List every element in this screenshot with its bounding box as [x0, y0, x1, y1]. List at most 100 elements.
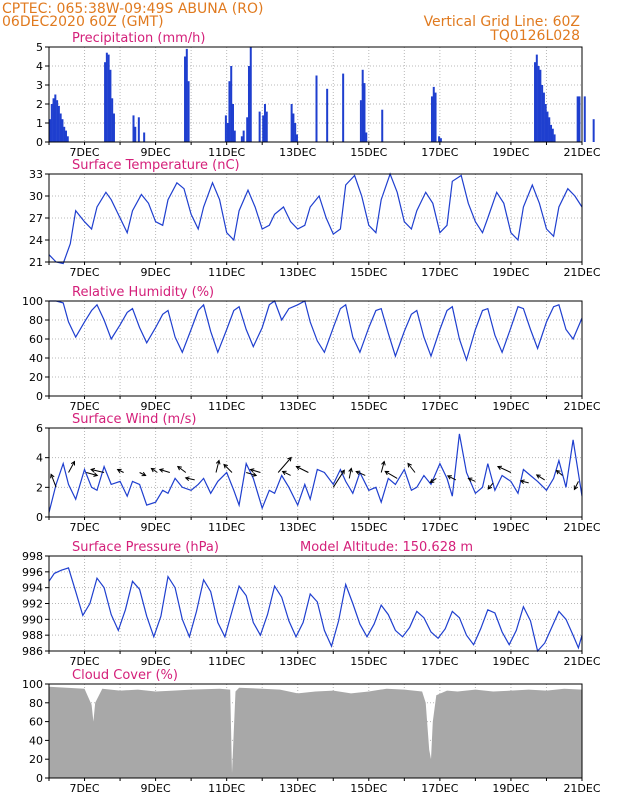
wind-arrow-shaft: [430, 478, 437, 483]
precip-bar: [294, 123, 297, 142]
wind-arrow-shaft: [177, 466, 187, 473]
wind-arrow-shaft: [536, 474, 545, 481]
y-tick-label: 100: [22, 295, 43, 308]
precip-bar: [290, 104, 293, 142]
wind-arrow-head: [429, 478, 435, 483]
precipitation-data: [49, 47, 595, 143]
wind-arrow-shaft: [246, 472, 257, 476]
temperature-data: [48, 172, 583, 265]
y-tick-label: 24: [29, 234, 43, 247]
x-tick-label: 15DEC: [350, 266, 387, 279]
wind-arrow-shaft: [90, 469, 105, 473]
wind-arrow-shaft: [380, 461, 385, 473]
wind-arrow: [116, 468, 124, 474]
wind-arrow-head: [281, 470, 287, 476]
pressure-y-axis: 986 988 990 992 994 996 998: [22, 550, 49, 658]
precip-bar: [231, 104, 234, 142]
wind-arrow-shaft: [332, 470, 345, 488]
y-tick-label: 992: [22, 598, 43, 611]
x-tick-label: 7DEC: [69, 146, 99, 159]
y-tick-label: 5: [36, 41, 43, 54]
x-tick-label: 7DEC: [69, 782, 99, 795]
wind-arrow: [215, 459, 221, 473]
precip-bar: [184, 56, 187, 142]
wind-arrow-head: [93, 472, 99, 477]
precip-bar: [363, 83, 366, 142]
y-tick-label: 0: [36, 772, 43, 785]
wind-arrow: [139, 471, 147, 477]
y-tick-label: 40: [29, 352, 43, 365]
wind-arrow-shaft: [407, 463, 416, 473]
wind-arrow: [535, 474, 545, 481]
wind-arrow-shaft: [296, 466, 309, 473]
header-grid-line: Vertical Grid Line: 60Z: [424, 14, 580, 30]
panel-temperature: 21 24 27 30 33 7DEC 9DEC 11DEC 13DEC 15DEC 17DEC 19…: [29, 158, 601, 279]
wind-arrow: [68, 460, 75, 473]
wind-arrow: [184, 476, 195, 481]
x-tick-label: 7DEC: [69, 400, 99, 413]
wind-arrow-head: [555, 469, 561, 475]
x-tick-label: 19DEC: [492, 782, 529, 795]
precip-bar: [63, 126, 66, 142]
y-tick-label: 1: [36, 117, 43, 130]
precip-bar: [535, 54, 538, 142]
precip-bar: [258, 111, 261, 142]
wind-arrow: [380, 460, 386, 473]
x-tick-label: 11DEC: [208, 266, 245, 279]
wind-arrow-head: [141, 471, 147, 477]
precip-bar: [542, 92, 545, 142]
wind-arrow: [407, 462, 416, 473]
wind-arrow-head: [519, 479, 525, 484]
wind-arrow-head: [287, 456, 292, 462]
y-tick-label: 3: [36, 79, 43, 92]
wind-arrow: [332, 469, 345, 488]
precip-bar: [359, 100, 362, 142]
x-tick-label: 13DEC: [279, 521, 316, 534]
humidity-title: Relative Humidity (%): [72, 285, 214, 300]
y-tick-label: 20: [29, 753, 43, 766]
wind-arrow-shaft: [159, 469, 170, 473]
wind-arrow: [246, 472, 258, 477]
wind-arrow: [86, 472, 99, 477]
x-tick-label: 13DEC: [279, 400, 316, 413]
x-tick-label: 7DEC: [69, 521, 99, 534]
cloud-frame: [48, 683, 583, 779]
x-tick-label: 21DEC: [563, 655, 600, 668]
panel-precipitation: 0 1 2 3 4 5 7DEC 9DEC 11DEC 13DEC 15DEC 17DEC 19DEC 2…: [36, 31, 601, 159]
precip-bar: [107, 54, 110, 142]
wind-arrow-head: [573, 485, 578, 491]
precip-bar: [57, 105, 60, 142]
wind-arrow: [281, 470, 291, 476]
cloud-title: Cloud Cover (%): [72, 668, 178, 683]
precip-bar: [544, 104, 547, 142]
precip-bar: [295, 134, 298, 142]
y-tick-label: 988: [22, 629, 43, 642]
temperature-series-line: [48, 172, 583, 265]
temperature-grid: [49, 174, 582, 262]
wind-arrow-head: [348, 467, 353, 473]
x-tick-label: 13DEC: [279, 655, 316, 668]
temperature-title: Surface Temperature (nC): [72, 158, 240, 173]
precip-bar: [361, 69, 364, 142]
x-tick-label: 13DEC: [279, 266, 316, 279]
wind-arrow-shaft: [50, 474, 57, 488]
wind-arrow-head: [150, 467, 156, 473]
wind-arrow-head: [215, 459, 221, 465]
wind-arrow: [555, 469, 563, 476]
precip-bar: [104, 62, 107, 143]
wind-arrow-shaft: [86, 472, 98, 476]
y-tick-label: 0: [36, 136, 43, 149]
y-tick-label: 21: [29, 256, 43, 269]
y-tick-label: 100: [22, 678, 43, 691]
precip-bar: [49, 119, 51, 142]
wind-grid: [49, 428, 582, 517]
precip-bar: [112, 113, 115, 142]
wind-arrow: [573, 481, 579, 491]
precip-bar: [66, 136, 69, 142]
precipitation-frame: [48, 46, 583, 143]
wind-arrow-shaft: [348, 468, 352, 479]
pressure-series-line: [48, 567, 583, 653]
wind-arrow-shaft: [447, 475, 457, 481]
precip-bar: [54, 94, 57, 142]
